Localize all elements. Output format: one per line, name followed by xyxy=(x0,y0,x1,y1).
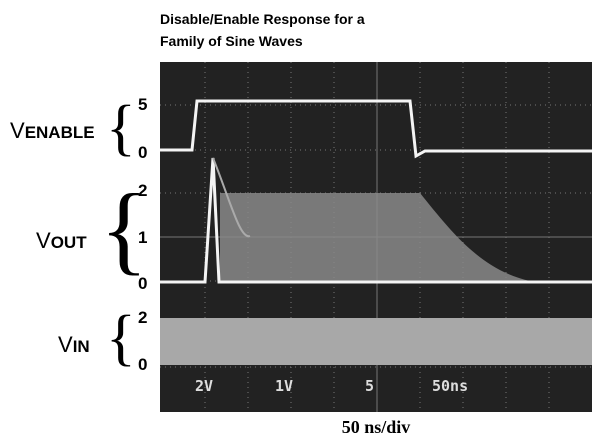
enable-trace xyxy=(160,99,592,159)
readout: 2V xyxy=(195,377,213,395)
scale-label: 0 xyxy=(138,274,147,293)
scale-label: 2 xyxy=(138,181,147,200)
caption: 50 ns/div xyxy=(342,417,411,437)
label-part: OUT xyxy=(51,233,88,252)
brace: { xyxy=(100,173,148,284)
brace: { xyxy=(106,304,136,372)
scope-screen: 2V 1V 5 50ns xyxy=(160,62,592,412)
scale-label: 2 xyxy=(138,308,147,327)
input-label: VIN { 2 0 xyxy=(58,304,147,374)
enable-label: VENABLE { 5 0 xyxy=(10,94,147,162)
label-part: IN xyxy=(73,337,90,356)
scale-label: 0 xyxy=(138,143,147,162)
title-line: Family of Sine Waves xyxy=(160,33,303,49)
label-part: V xyxy=(10,118,25,143)
readout: 5 xyxy=(365,377,374,395)
label-part: V xyxy=(36,228,51,253)
brace: { xyxy=(106,94,136,162)
output-label: VOUT { 2 1 0 xyxy=(36,173,148,293)
scale-label: 1 xyxy=(138,228,147,247)
signal-label: VENABLE xyxy=(10,118,95,143)
scale-label: 0 xyxy=(138,355,147,374)
output-envelope xyxy=(220,193,530,281)
label-part: ENABLE xyxy=(25,123,95,142)
input-band xyxy=(160,318,592,365)
readout: 1V xyxy=(275,377,293,395)
signal-label: VOUT xyxy=(36,228,87,253)
title-line: Disable/Enable Response for a xyxy=(160,11,365,27)
scale-label: 5 xyxy=(138,95,147,114)
label-part: V xyxy=(58,332,73,357)
signal-label: VIN xyxy=(58,332,90,357)
output-overshoot xyxy=(212,157,251,238)
readout: 50ns xyxy=(432,377,468,395)
